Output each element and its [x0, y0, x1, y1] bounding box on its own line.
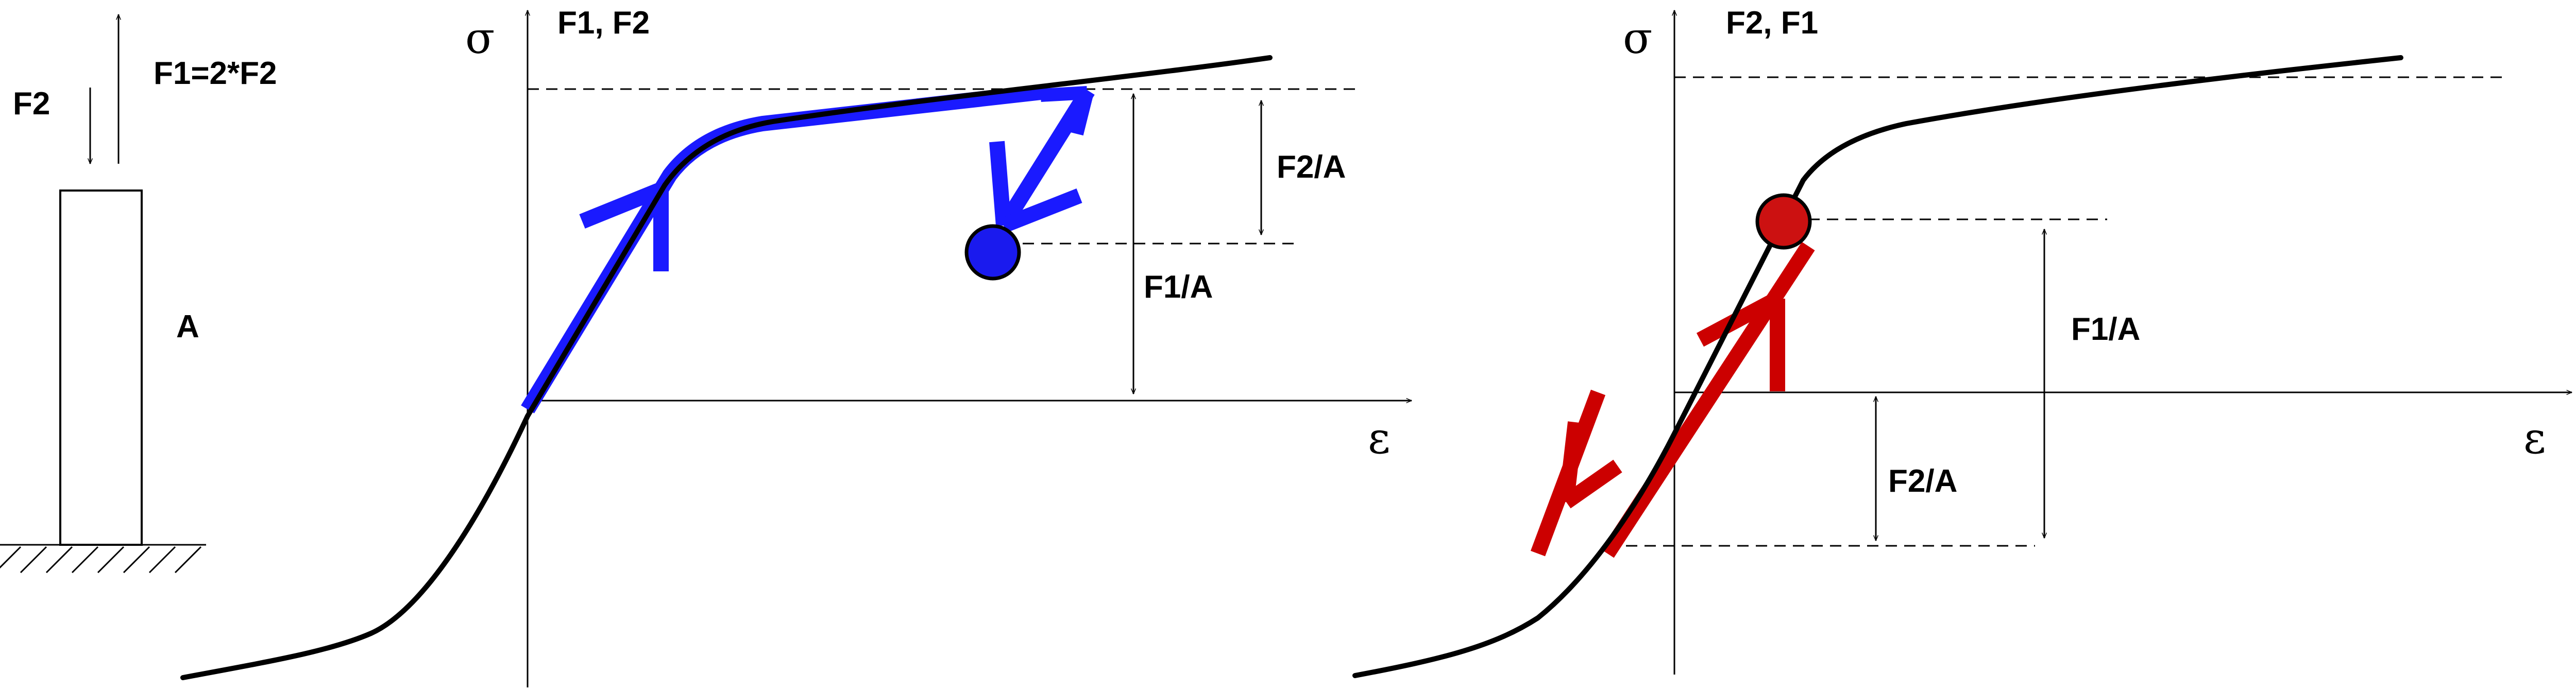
sequence-label: F1, F2 [557, 5, 650, 41]
loading-arrowhead [579, 182, 669, 271]
panel-right: σ ε F2, F1 F1/A F2/A [1352, 5, 2572, 678]
sequence-label: F2, F1 [1726, 5, 1818, 41]
force-small-label: F2 [13, 86, 50, 122]
top-arrowhead [1040, 86, 1094, 136]
stress-strain-curve [180, 55, 1273, 680]
total-gap-label: F1/A [2071, 312, 2140, 347]
unloading-arrow [997, 87, 1095, 230]
ground-hatching [0, 546, 202, 574]
stress-strain-curve [1352, 55, 2403, 678]
upper-gap-label: F2/A [1277, 149, 1346, 185]
reloading-arrowhead [1696, 291, 1785, 391]
specimen: F2 F1=2*F2 A [0, 14, 277, 574]
total-gap-label: F1/A [1144, 269, 1213, 305]
unloading-arrowhead [1558, 421, 1622, 509]
y-axis-label: σ [465, 13, 495, 63]
x-axis-label: ε [2523, 413, 2546, 463]
area-label: A [176, 309, 199, 344]
specimen-bar [59, 189, 143, 546]
reloading-path [1601, 242, 1815, 558]
y-axis-label: σ [1623, 13, 1652, 63]
x-axis-label: ε [1368, 413, 1391, 463]
lower-gap-label: F2/A [1888, 463, 1957, 499]
state-marker [964, 224, 1021, 281]
unloading-arrowhead [989, 141, 1082, 233]
force-large-label: F1=2*F2 [154, 56, 277, 91]
panel-left: σ ε F1, F2 F2/A F1/A [180, 5, 1412, 687]
state-marker [1755, 193, 1812, 250]
